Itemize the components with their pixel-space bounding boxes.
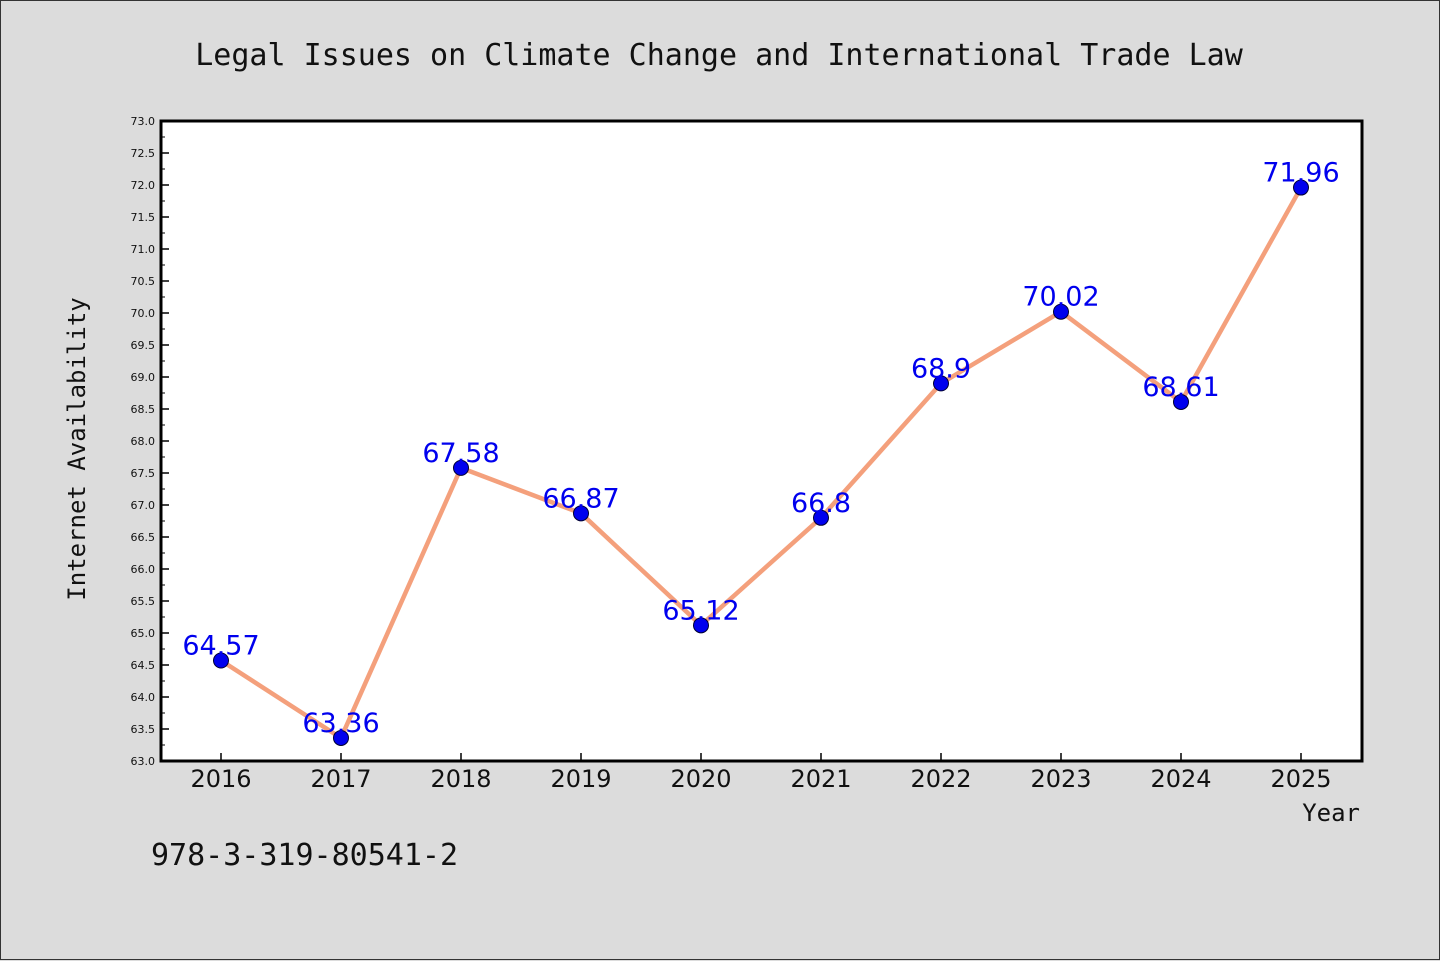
x-tick-label: 2023 [1030,765,1091,793]
x-tick-label: 2016 [190,765,251,793]
x-tick-label: 2024 [1150,765,1211,793]
y-axis-ticks: 63.0 63.5 64.0 64.5 65.0 65.5 66.0 66.5 67.0 67.5… [131,115,169,768]
y-tick-label: 64.0 [131,691,156,704]
y-tick-label: 63.0 [131,755,156,768]
y-tick-label: 70.0 [131,307,156,320]
data-point-marker [933,375,949,392]
x-axis-ticks: 2016 2017 2018 2019 2020 2021 2022 2023 2024 2025 [190,753,1332,793]
data-point-marker [453,459,469,476]
data-label: 64.57 [182,631,259,662]
data-point-marker [573,505,589,522]
x-axis-label: Year [1302,799,1360,827]
data-label: 68.9 [911,353,971,384]
x-tick-label: 2017 [310,765,371,793]
y-tick-label: 68.0 [131,435,156,448]
series-line [218,185,1304,741]
y-tick-label: 63.5 [131,723,156,736]
data-point-marker [813,509,829,526]
y-axis-label: Internet Availability [63,297,91,600]
x-tick-label: 2020 [670,765,731,793]
y-tick-label: 71.0 [131,243,156,256]
y-tick-label: 64.5 [131,659,156,672]
data-labels-group: 64.57 63.36 67.58 66.87 65.12 66.8 68.9 70.02 68… [182,158,1339,739]
data-label: 67.58 [422,438,499,469]
x-tick-label: 2021 [790,765,851,793]
data-label: 63.36 [302,708,379,739]
x-tick-label: 2022 [910,765,971,793]
plot-area [159,119,1364,763]
data-point-marker [1173,393,1189,410]
y-tick-label: 65.5 [131,595,156,608]
x-tick-label: 2019 [550,765,611,793]
y-tick-label: 72.5 [131,147,156,160]
data-label: 70.02 [1022,282,1099,313]
y-tick-label: 68.5 [131,403,156,416]
y-tick-label: 71.5 [131,211,156,224]
data-label: 65.12 [662,595,739,626]
y-tick-label: 73.0 [131,115,156,128]
chart-title: Legal Issues on Climate Change and Inter… [195,38,1244,73]
data-label: 71.96 [1262,158,1339,189]
data-point-marker [1293,179,1309,196]
data-label: 68.61 [1142,372,1219,403]
data-point-marker [333,729,349,746]
y-tick-label: 69.5 [131,339,156,352]
series-line-group [218,185,1304,741]
y-tick-label: 66.5 [131,531,156,544]
y-tick-label: 72.0 [131,179,156,192]
data-point-marker [693,617,709,634]
y-tick-label: 67.0 [131,499,156,512]
data-point-marker [1053,303,1069,320]
y-tick-label: 66.0 [131,563,156,576]
y-tick-label: 70.5 [131,275,156,288]
x-tick-label: 2018 [430,765,491,793]
y-tick-label: 69.0 [131,371,156,384]
data-markers [213,179,1309,746]
isbn-text: 978-3-319-80541-2 [151,838,458,873]
y-tick-label: 67.5 [131,467,156,480]
data-point-marker [213,652,229,669]
data-label: 66.87 [542,483,619,514]
data-label: 66.8 [791,488,851,519]
y-tick-label: 65.0 [131,627,156,640]
x-tick-label: 2025 [1270,765,1331,793]
